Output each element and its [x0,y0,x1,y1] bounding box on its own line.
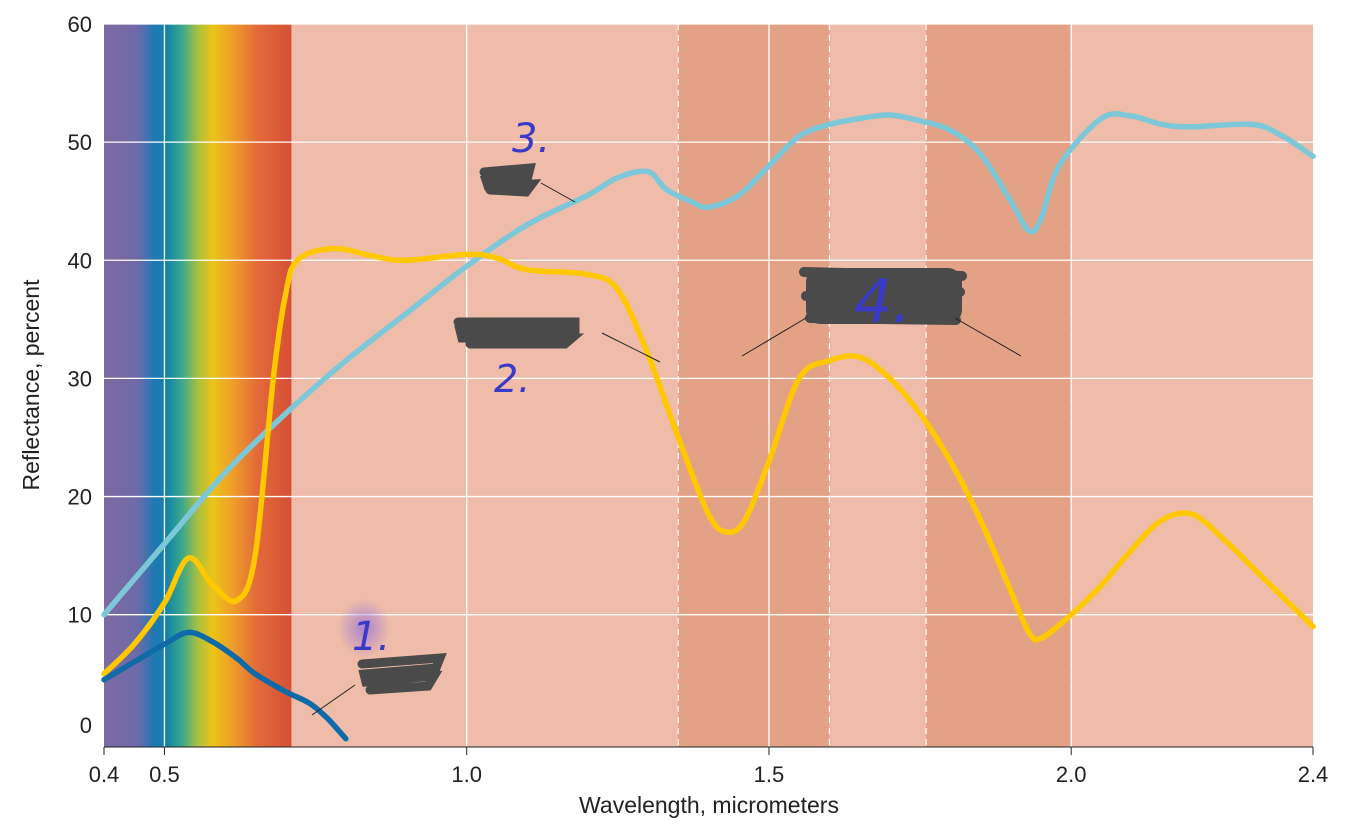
absorption-band-1 [678,24,830,747]
marker-2-label: 2. [494,357,530,401]
handwritten-numbers: 1. 2. 3. 4. [338,116,911,660]
visible-spectrum [104,24,292,747]
leader-line-4b [954,317,1022,357]
blur-spot [338,598,390,658]
y-tick-label-30: 30 [68,366,92,391]
absorption-bands [678,24,1072,747]
leader-line-1 [311,684,356,716]
x-axis-title: Wavelength, micrometers [579,792,839,818]
y-tick-label-0: 0 [80,713,92,738]
leader-line-4a [741,317,807,357]
marker-3-label: 3. [512,116,550,162]
absorption-band-2 [926,24,1072,747]
series-line-2 [101,245,1316,677]
y-tick-label-40: 40 [68,248,92,273]
x-axis-ticks: 0.4 0.5 1.0 1.5 2.0 2.4 [89,746,1329,787]
visible-spectrum-band [104,24,292,747]
y-axis-ticks: 0 10 20 30 40 50 60 [68,12,92,738]
redaction-scribble-4 [799,267,967,325]
x-tick-label-2.0: 2.0 [1056,762,1087,787]
leader-line-2 [601,332,661,363]
series-line-1 [101,111,1316,618]
y-tick-label-60: 60 [68,12,92,37]
x-tick-label-2.4: 2.4 [1298,762,1329,787]
redaction-scribble-1 [357,652,447,695]
x-tick-label-0.4: 0.4 [89,762,120,787]
data-series [101,111,1316,742]
x-tick-label-1.0: 1.0 [451,762,482,787]
leader-line-3 [540,182,576,203]
y-tick-label-20: 20 [68,485,92,510]
y-tick-label-10: 10 [68,603,92,628]
marker-4-label: 4. [854,267,911,337]
redacted-labels [311,162,1022,716]
x-tick-label-1.5: 1.5 [754,762,785,787]
y-axis-title: Reflectance, percent [18,279,44,491]
y-tick-label-50: 50 [68,130,92,155]
redaction-scribble-3 [479,162,542,197]
grid-lines [104,23,1313,747]
marker-1-label: 1. [352,614,390,660]
series-line-3 [101,629,349,742]
redaction-scribble-2 [453,317,585,349]
x-tick-label-0.5: 0.5 [149,762,180,787]
